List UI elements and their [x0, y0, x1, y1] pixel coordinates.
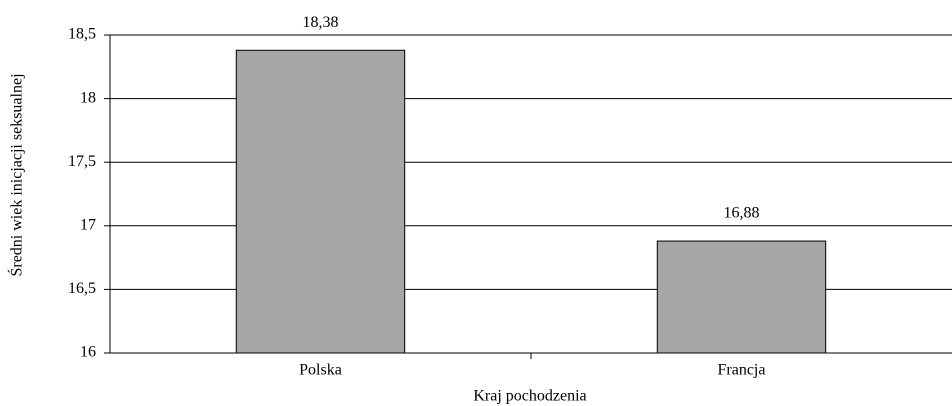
y-tick-label: 16 — [80, 344, 96, 361]
y-tick-label: 17,5 — [68, 153, 96, 170]
x-tick-label: Francja — [718, 362, 766, 379]
x-tick-label: Polska — [299, 362, 342, 379]
y-tick-label: 17 — [80, 216, 96, 233]
data-label: 16,88 — [724, 205, 760, 222]
bar — [235, 49, 406, 354]
data-label: 18,38 — [303, 14, 339, 31]
y-tick-label: 18,5 — [68, 26, 96, 43]
x-axis-label: Kraj pochodzenia — [473, 388, 586, 405]
y-tick-label: 18 — [80, 89, 96, 106]
y-tick-label: 16,5 — [68, 280, 96, 297]
bar — [656, 240, 827, 354]
y-axis-label: Średni wiek inicjacji seksualnej — [7, 73, 26, 276]
